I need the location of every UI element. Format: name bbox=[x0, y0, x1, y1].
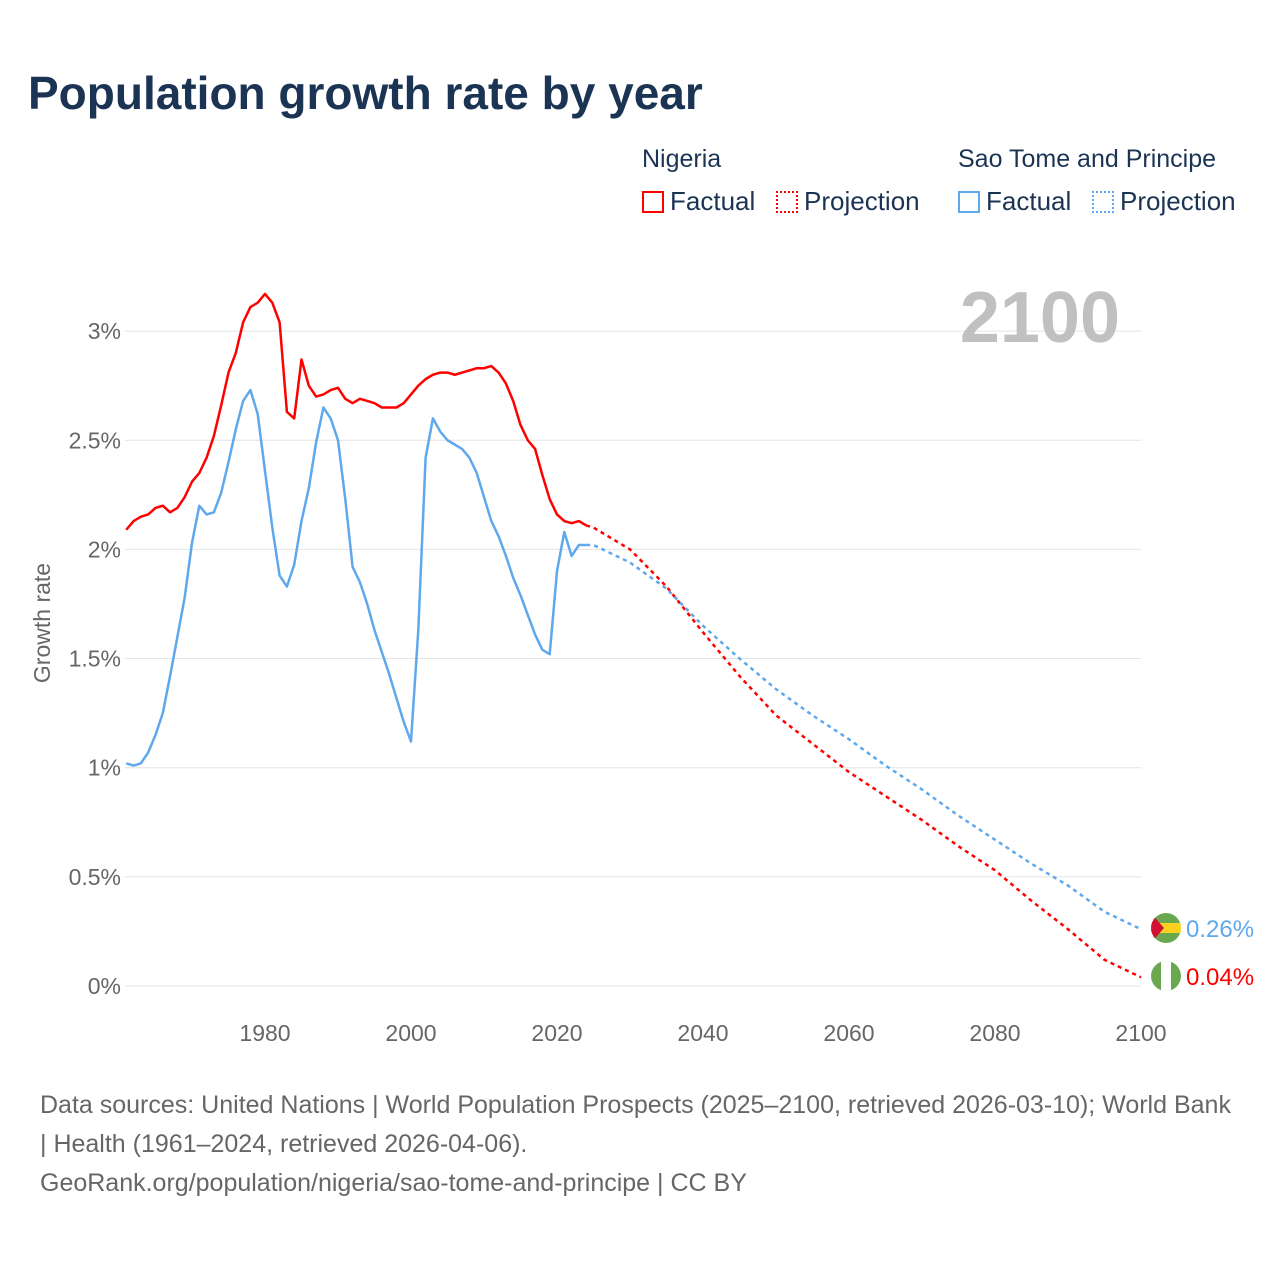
x-tick-label: 1980 bbox=[239, 1020, 290, 1046]
legend-stp-factual[interactable]: Factual bbox=[958, 186, 1071, 217]
sao-tome-flag-icon bbox=[1151, 913, 1181, 943]
y-tick-label: 2.5% bbox=[69, 427, 121, 453]
legend-label: Factual bbox=[670, 186, 756, 216]
legend-stp-projection[interactable]: Projection bbox=[1092, 186, 1236, 217]
dotted-swatch-icon bbox=[776, 190, 798, 213]
line-chart: 0% 0.5% 1% 1.5% 2% 2.5% 3% 1980 2000 2020 2040 2060… bbox=[29, 278, 1254, 1046]
legend-nigeria-projection[interactable]: Projection bbox=[776, 186, 920, 217]
page-title: Population growth rate by year bbox=[28, 67, 703, 119]
series-projection-line bbox=[586, 543, 1142, 931]
y-tick-label: 1.5% bbox=[69, 646, 121, 672]
x-tick-label: 2000 bbox=[385, 1020, 436, 1046]
legend-group-stp: Sao Tome and Principe bbox=[958, 145, 1217, 173]
legend-label: Factual bbox=[986, 186, 1072, 216]
solid-swatch-icon bbox=[958, 190, 980, 213]
y-axis-label: Growth rate bbox=[29, 563, 55, 683]
dotted-swatch-icon bbox=[1092, 190, 1114, 213]
x-tick-label: 2080 bbox=[969, 1020, 1020, 1046]
source-link[interactable]: GeoRank.org/population/nigeria/sao-tome-… bbox=[40, 1169, 747, 1197]
end-value-label: 0.26% bbox=[1186, 916, 1254, 943]
nigeria-flag-icon bbox=[1151, 961, 1181, 991]
y-tick-label: 0.5% bbox=[69, 864, 121, 890]
end-value-label: 0.04% bbox=[1186, 964, 1254, 991]
series-factual-line bbox=[125, 388, 587, 767]
legend-label: Projection bbox=[1120, 186, 1236, 216]
solid-swatch-icon bbox=[642, 190, 664, 213]
y-tick-label: 2% bbox=[88, 536, 121, 562]
y-tick-label: 3% bbox=[88, 318, 121, 344]
legend-group-nigeria: Nigeria bbox=[642, 145, 722, 173]
x-tick-label: 2040 bbox=[677, 1020, 728, 1046]
y-tick-label: 1% bbox=[88, 755, 121, 781]
series-factual-line bbox=[125, 292, 587, 531]
series-projection-line bbox=[585, 524, 1142, 979]
x-tick-label: 2100 bbox=[1115, 1020, 1166, 1046]
y-tick-label: 0% bbox=[88, 973, 121, 999]
legend-label: Projection bbox=[804, 186, 920, 216]
x-tick-label: 2020 bbox=[531, 1020, 582, 1046]
data-sources: Data sources: United Nations | World Pop… bbox=[40, 1091, 1231, 1158]
year-label: 2100 bbox=[960, 278, 1120, 358]
x-tick-label: 2060 bbox=[823, 1020, 874, 1046]
legend-nigeria-factual[interactable]: Factual bbox=[642, 186, 755, 217]
